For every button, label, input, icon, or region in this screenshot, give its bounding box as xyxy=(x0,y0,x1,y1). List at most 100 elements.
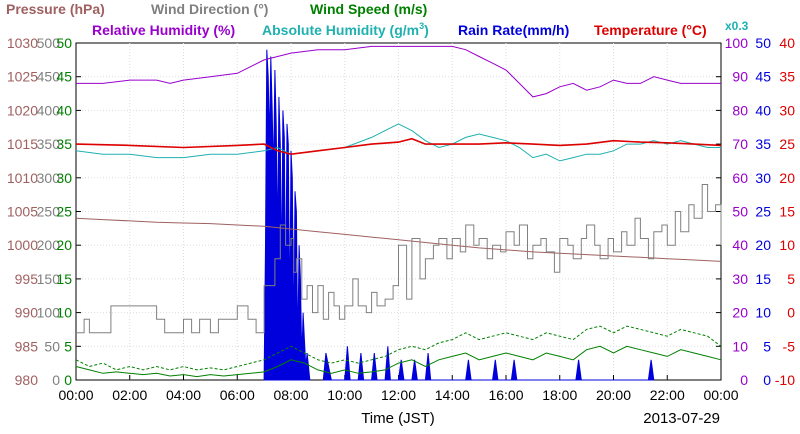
axis-tick-rain-rate: 35 xyxy=(755,136,771,152)
axis-tick-pressure: 1015 xyxy=(7,136,38,152)
axis-tick-temperature: 0 xyxy=(787,305,795,321)
legend-temperature: Temperature (°C) xyxy=(594,22,707,38)
series-wind-speed-gust xyxy=(75,325,722,371)
x-tick-label: 16:00 xyxy=(488,387,523,403)
axis-tick-temperature: 40 xyxy=(779,35,795,51)
axis-tick-pressure: 980 xyxy=(15,372,39,388)
axis-tick-wind-speed: 10 xyxy=(56,305,72,321)
axis-tick-rain-rate: 20 xyxy=(755,237,771,253)
axis-tick-wind-speed: 45 xyxy=(56,69,72,85)
axis-tick-pressure: 1020 xyxy=(7,102,38,118)
x-tick-label: 12:00 xyxy=(381,387,416,403)
axis-tick-relative-humidity: 10 xyxy=(732,338,748,354)
x-tick-label: 00:00 xyxy=(703,387,738,403)
x-tick-label: 00:00 xyxy=(58,387,93,403)
axis-tick-temperature: -10 xyxy=(775,372,795,388)
axis-tick-wind-speed: 20 xyxy=(56,237,72,253)
axis-tick-wind-speed: 30 xyxy=(56,170,72,186)
axis-tick-relative-humidity: 60 xyxy=(732,170,748,186)
axis-tick-pressure: 995 xyxy=(15,271,39,287)
axis-tick-wind-direction: 400 xyxy=(37,102,61,118)
axis-tick-relative-humidity: 50 xyxy=(732,204,748,220)
axis-tick-pressure: 985 xyxy=(15,338,39,354)
axis-tick-pressure: 1005 xyxy=(7,204,38,220)
axis-tick-rain-rate: 5 xyxy=(763,338,771,354)
axes-layer: 1030102510201015101010051000995990985980… xyxy=(7,35,795,403)
axis-tick-wind-direction: 300 xyxy=(37,170,61,186)
axis-tick-rain-rate: 50 xyxy=(755,35,771,51)
series-rain-rate xyxy=(263,49,311,381)
axis-tick-rain-rate: 0 xyxy=(763,372,771,388)
axis-tick-pressure: 1010 xyxy=(7,170,38,186)
x-tick-label: 22:00 xyxy=(650,387,685,403)
series-wind-direction xyxy=(76,184,722,334)
axis-tick-wind-direction: 450 xyxy=(37,69,61,85)
series-temperature xyxy=(75,137,722,156)
axis-tick-wind-direction: 100 xyxy=(37,305,61,321)
axis-tick-rain-rate: 40 xyxy=(755,102,771,118)
axis-tick-temperature: 20 xyxy=(779,170,795,186)
chart-date: 2013-07-29 xyxy=(643,410,720,427)
axis-tick-wind-direction: 0 xyxy=(52,372,60,388)
x-axis-label: Time (JST) xyxy=(361,410,435,427)
axis-tick-relative-humidity: 20 xyxy=(732,305,748,321)
x-tick-label: 04:00 xyxy=(166,387,201,403)
axis-tick-wind-speed: 50 xyxy=(56,35,72,51)
x-tick-label: 08:00 xyxy=(273,387,308,403)
axis-tick-wind-direction: 50 xyxy=(44,338,60,354)
axis-tick-wind-direction: 500 xyxy=(37,35,61,51)
axis-tick-temperature: 35 xyxy=(779,69,795,85)
axis-tick-rain-rate: 30 xyxy=(755,170,771,186)
x-tick-label: 06:00 xyxy=(220,387,255,403)
legend-absolute-humidity-sup: 3 xyxy=(419,21,424,31)
axis-tick-wind-speed: 5 xyxy=(64,338,72,354)
axis-tick-relative-humidity: 80 xyxy=(732,102,748,118)
axis-tick-temperature: 30 xyxy=(779,102,795,118)
axis-tick-wind-direction: 150 xyxy=(37,271,61,287)
x-tick-label: 02:00 xyxy=(112,387,147,403)
axis-tick-wind-direction: 250 xyxy=(37,204,61,220)
axis-tick-wind-direction: 200 xyxy=(37,237,61,253)
series-layer xyxy=(75,45,722,381)
axis-tick-wind-speed: 0 xyxy=(64,372,72,388)
legend-rain-rate: Rain Rate(mm/h) xyxy=(458,22,569,38)
x-tick-label: 18:00 xyxy=(542,387,577,403)
axis-tick-relative-humidity: 30 xyxy=(732,271,748,287)
x-tick-label: 10:00 xyxy=(327,387,362,403)
legend-wind-direction: Wind Direction (°) xyxy=(151,1,268,17)
axis-tick-pressure: 1025 xyxy=(7,69,38,85)
x-tick-label: 20:00 xyxy=(596,387,631,403)
series-relative-humidity xyxy=(76,45,721,98)
axis-tick-relative-humidity: 70 xyxy=(732,136,748,152)
axis-tick-rain-rate: 25 xyxy=(755,204,771,220)
axis-tick-wind-speed: 25 xyxy=(56,204,72,220)
axis-tick-rain-rate: 10 xyxy=(755,305,771,321)
series-pressure xyxy=(75,217,722,262)
axis-tick-temperature: -5 xyxy=(783,338,796,354)
series-wind-speed xyxy=(75,345,722,378)
series-rain-rate-showers xyxy=(322,346,655,381)
axis-tick-relative-humidity: 0 xyxy=(740,372,748,388)
axis-tick-rain-rate: 45 xyxy=(755,69,771,85)
legend-wind-speed: Wind Speed (m/s) xyxy=(310,1,427,17)
axis-tick-relative-humidity: 90 xyxy=(732,69,748,85)
axis-tick-relative-humidity: 100 xyxy=(725,35,749,51)
axis-tick-wind-speed: 15 xyxy=(56,271,72,287)
axis-tick-wind-speed: 35 xyxy=(56,136,72,152)
axis-tick-temperature: 5 xyxy=(787,271,795,287)
axis-tick-temperature: 15 xyxy=(779,204,795,220)
axis-tick-temperature: 10 xyxy=(779,237,795,253)
legend-relative-humidity: Relative Humidity (%) xyxy=(92,22,235,38)
axis-tick-rain-rate: 15 xyxy=(755,271,771,287)
legend-absolute-humidity-close: ) xyxy=(424,22,429,38)
axis-tick-wind-direction: 350 xyxy=(37,136,61,152)
legend-pressure: Pressure (hPa) xyxy=(6,1,105,17)
axis-tick-temperature: 25 xyxy=(779,136,795,152)
axis-tick-pressure: 1000 xyxy=(7,237,38,253)
legend-rain-scale: x0.3 xyxy=(725,19,749,33)
axis-tick-pressure: 1030 xyxy=(7,35,38,51)
series-absolute-humidity xyxy=(75,123,721,162)
axis-tick-pressure: 990 xyxy=(15,305,39,321)
axis-tick-wind-speed: 40 xyxy=(56,102,72,118)
